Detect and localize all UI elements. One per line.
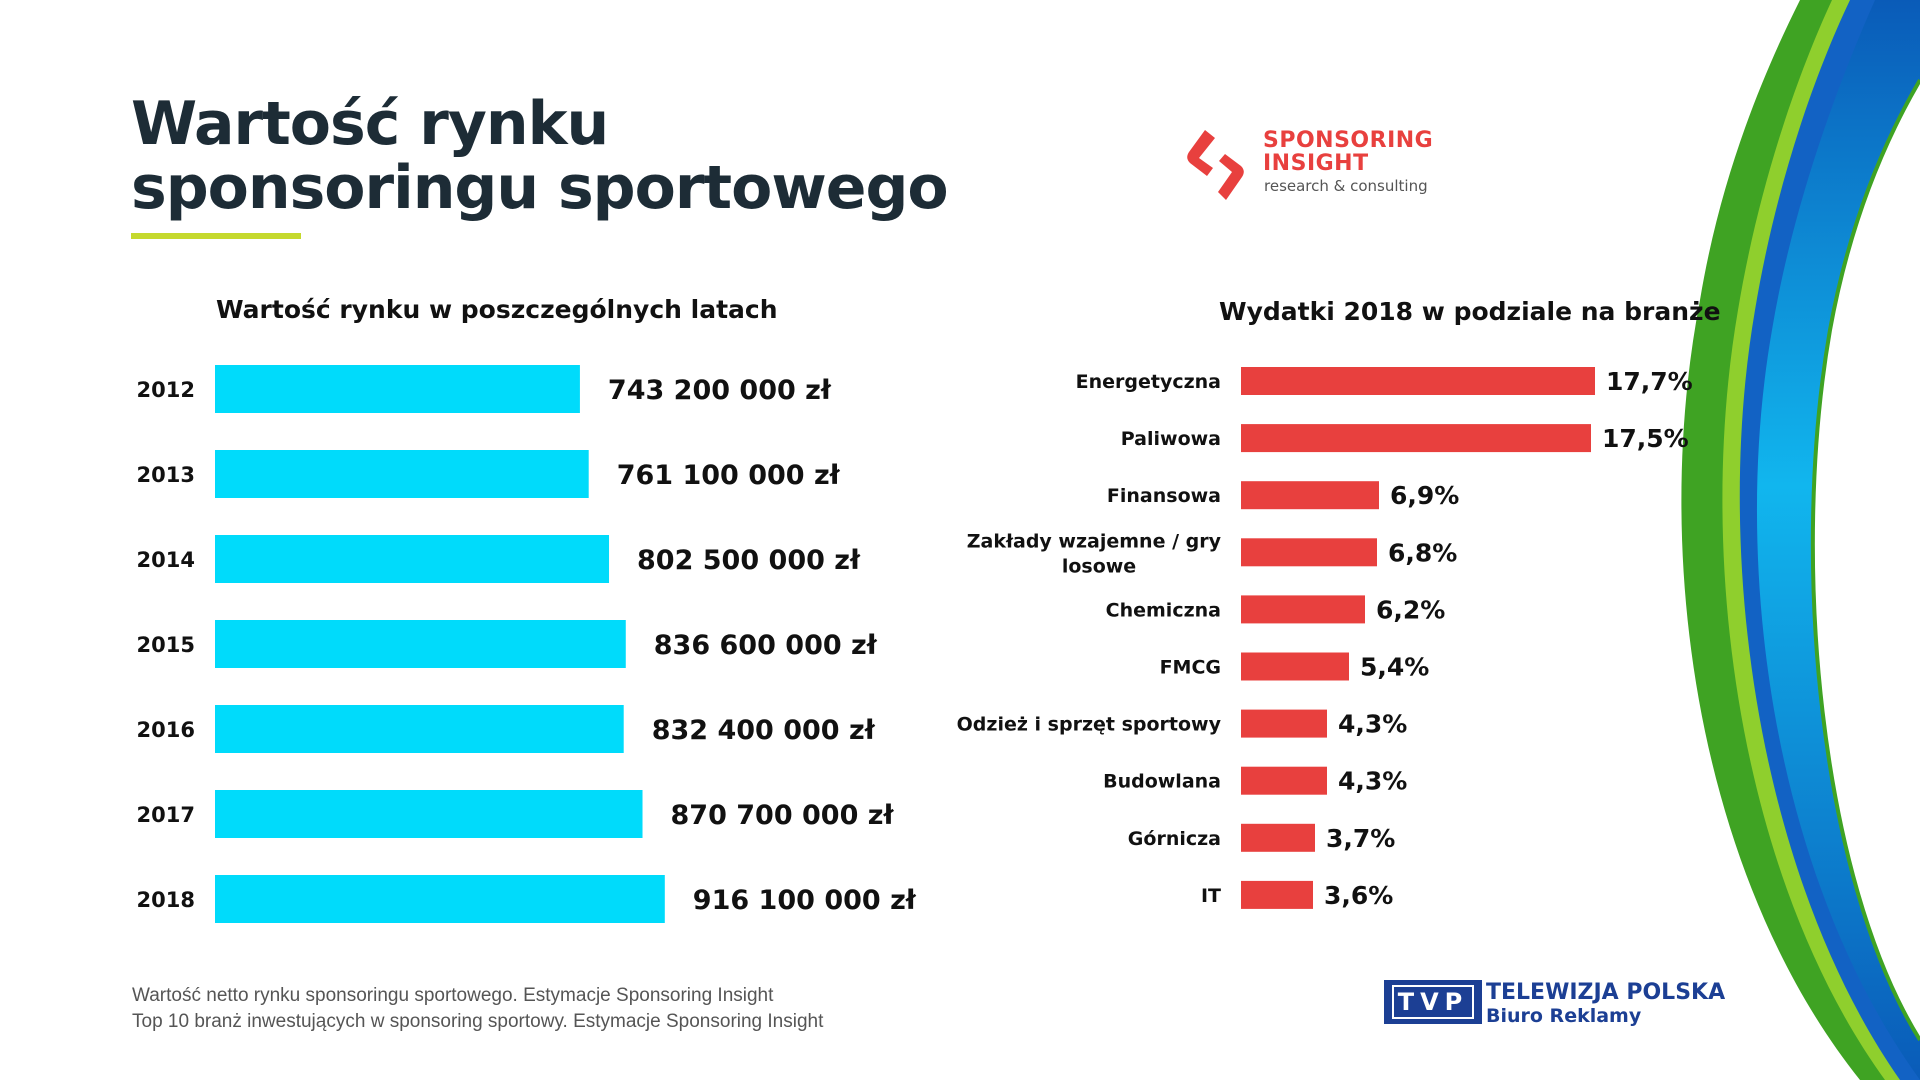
left-chart-title: Wartość rynku w poszczególnych latach [216,295,778,324]
market-value-bar [215,620,626,668]
industry-spending-bar [1241,823,1315,852]
industry-percent-label: 3,6% [1324,881,1393,910]
industry-label: Budowlana [1103,771,1221,793]
industry-label: Paliwowa [1121,428,1221,450]
industry-percent-label: 4,3% [1338,710,1407,739]
industry-percent-label: 17,7% [1606,367,1693,396]
market-value-bar [215,535,610,583]
industry-label: Odzież i sprzęt sportowy [957,714,1222,736]
industry-percent-label: 4,3% [1338,767,1407,796]
industry-spending-bar [1241,766,1327,795]
page-title: Wartość rynku sponsoringu sportowego [131,89,949,223]
industry-percent-label: 5,4% [1360,653,1429,682]
market-value-bar [215,365,580,413]
tvp-logo-box: TVP [1384,980,1482,1024]
year-label: 2016 [137,718,195,742]
sponsoring-insight-subtitle: research & consulting [1264,177,1428,195]
market-value-label: 743 200 000 zł [608,375,832,406]
industry-percent-label: 6,9% [1390,481,1459,510]
industry-percent-label: 6,2% [1376,595,1445,624]
industry-label: Energetyczna [1076,371,1221,393]
market-value-bar [215,450,589,498]
tvp-logo-subtitle: Biuro Reklamy [1486,1005,1642,1027]
industry-label: IT [1201,885,1221,907]
market-value-label: 832 400 000 zł [652,715,876,746]
tvp-logo-name: TELEWIZJA POLSKA [1486,980,1726,1005]
industry-spending-bar [1241,424,1591,453]
industry-label: Finansowa [1107,485,1221,507]
title-underline [131,233,301,239]
page-title-line-2: sponsoringu sportowego [131,153,949,223]
market-value-bar [215,875,665,923]
industry-label: Chemiczna [1106,599,1221,621]
industry-spending-bar [1241,652,1349,681]
market-value-label: 802 500 000 zł [637,545,861,576]
industry-label: FMCG [1160,657,1221,679]
industry-spending-bar [1241,880,1313,909]
industry-label: Górnicza [1128,828,1221,850]
market-value-bar [215,705,624,753]
year-label: 2015 [137,633,195,657]
industry-spending-bar [1241,538,1377,567]
year-label: 2012 [137,378,195,402]
industry-label: Zakłady wzajemne / gry losowe [967,530,1222,577]
industry-percent-label: 17,5% [1602,424,1689,453]
year-label: 2017 [137,803,195,827]
sponsoring-insight-logo-icon [1187,130,1244,200]
year-label: 2013 [137,463,195,487]
market-value-label: 836 600 000 zł [654,630,878,661]
market-value-label: 870 700 000 zł [671,800,895,831]
right-chart-title: Wydatki 2018 w podziale na branże [1219,297,1721,326]
page-title-line-1: Wartość rynku [131,89,609,159]
market-value-bar [215,790,643,838]
industry-spending-bar [1241,595,1365,624]
sponsoring-insight-name-line-1: SPONSORING [1263,128,1434,153]
footnote-market-value: Wartość netto rynku sponsoringu sportowe… [132,985,774,1006]
market-value-label: 761 100 000 zł [617,460,841,491]
market-value-label: 916 100 000 zł [693,885,917,916]
tvp-logo-letters: TVP [1391,985,1475,1019]
industry-spending-bar [1241,367,1595,395]
industry-spending-bar [1241,709,1327,738]
sponsoring-insight-name-line-2: INSIGHT [1263,151,1369,176]
industry-percent-label: 6,8% [1388,538,1457,567]
industry-spending-bar [1241,481,1379,510]
industry-percent-label: 3,7% [1326,824,1395,853]
year-label: 2014 [137,548,195,572]
year-label: 2018 [137,888,195,912]
footnote-top-industries: Top 10 branż inwestujących w sponsoring … [132,1011,824,1032]
